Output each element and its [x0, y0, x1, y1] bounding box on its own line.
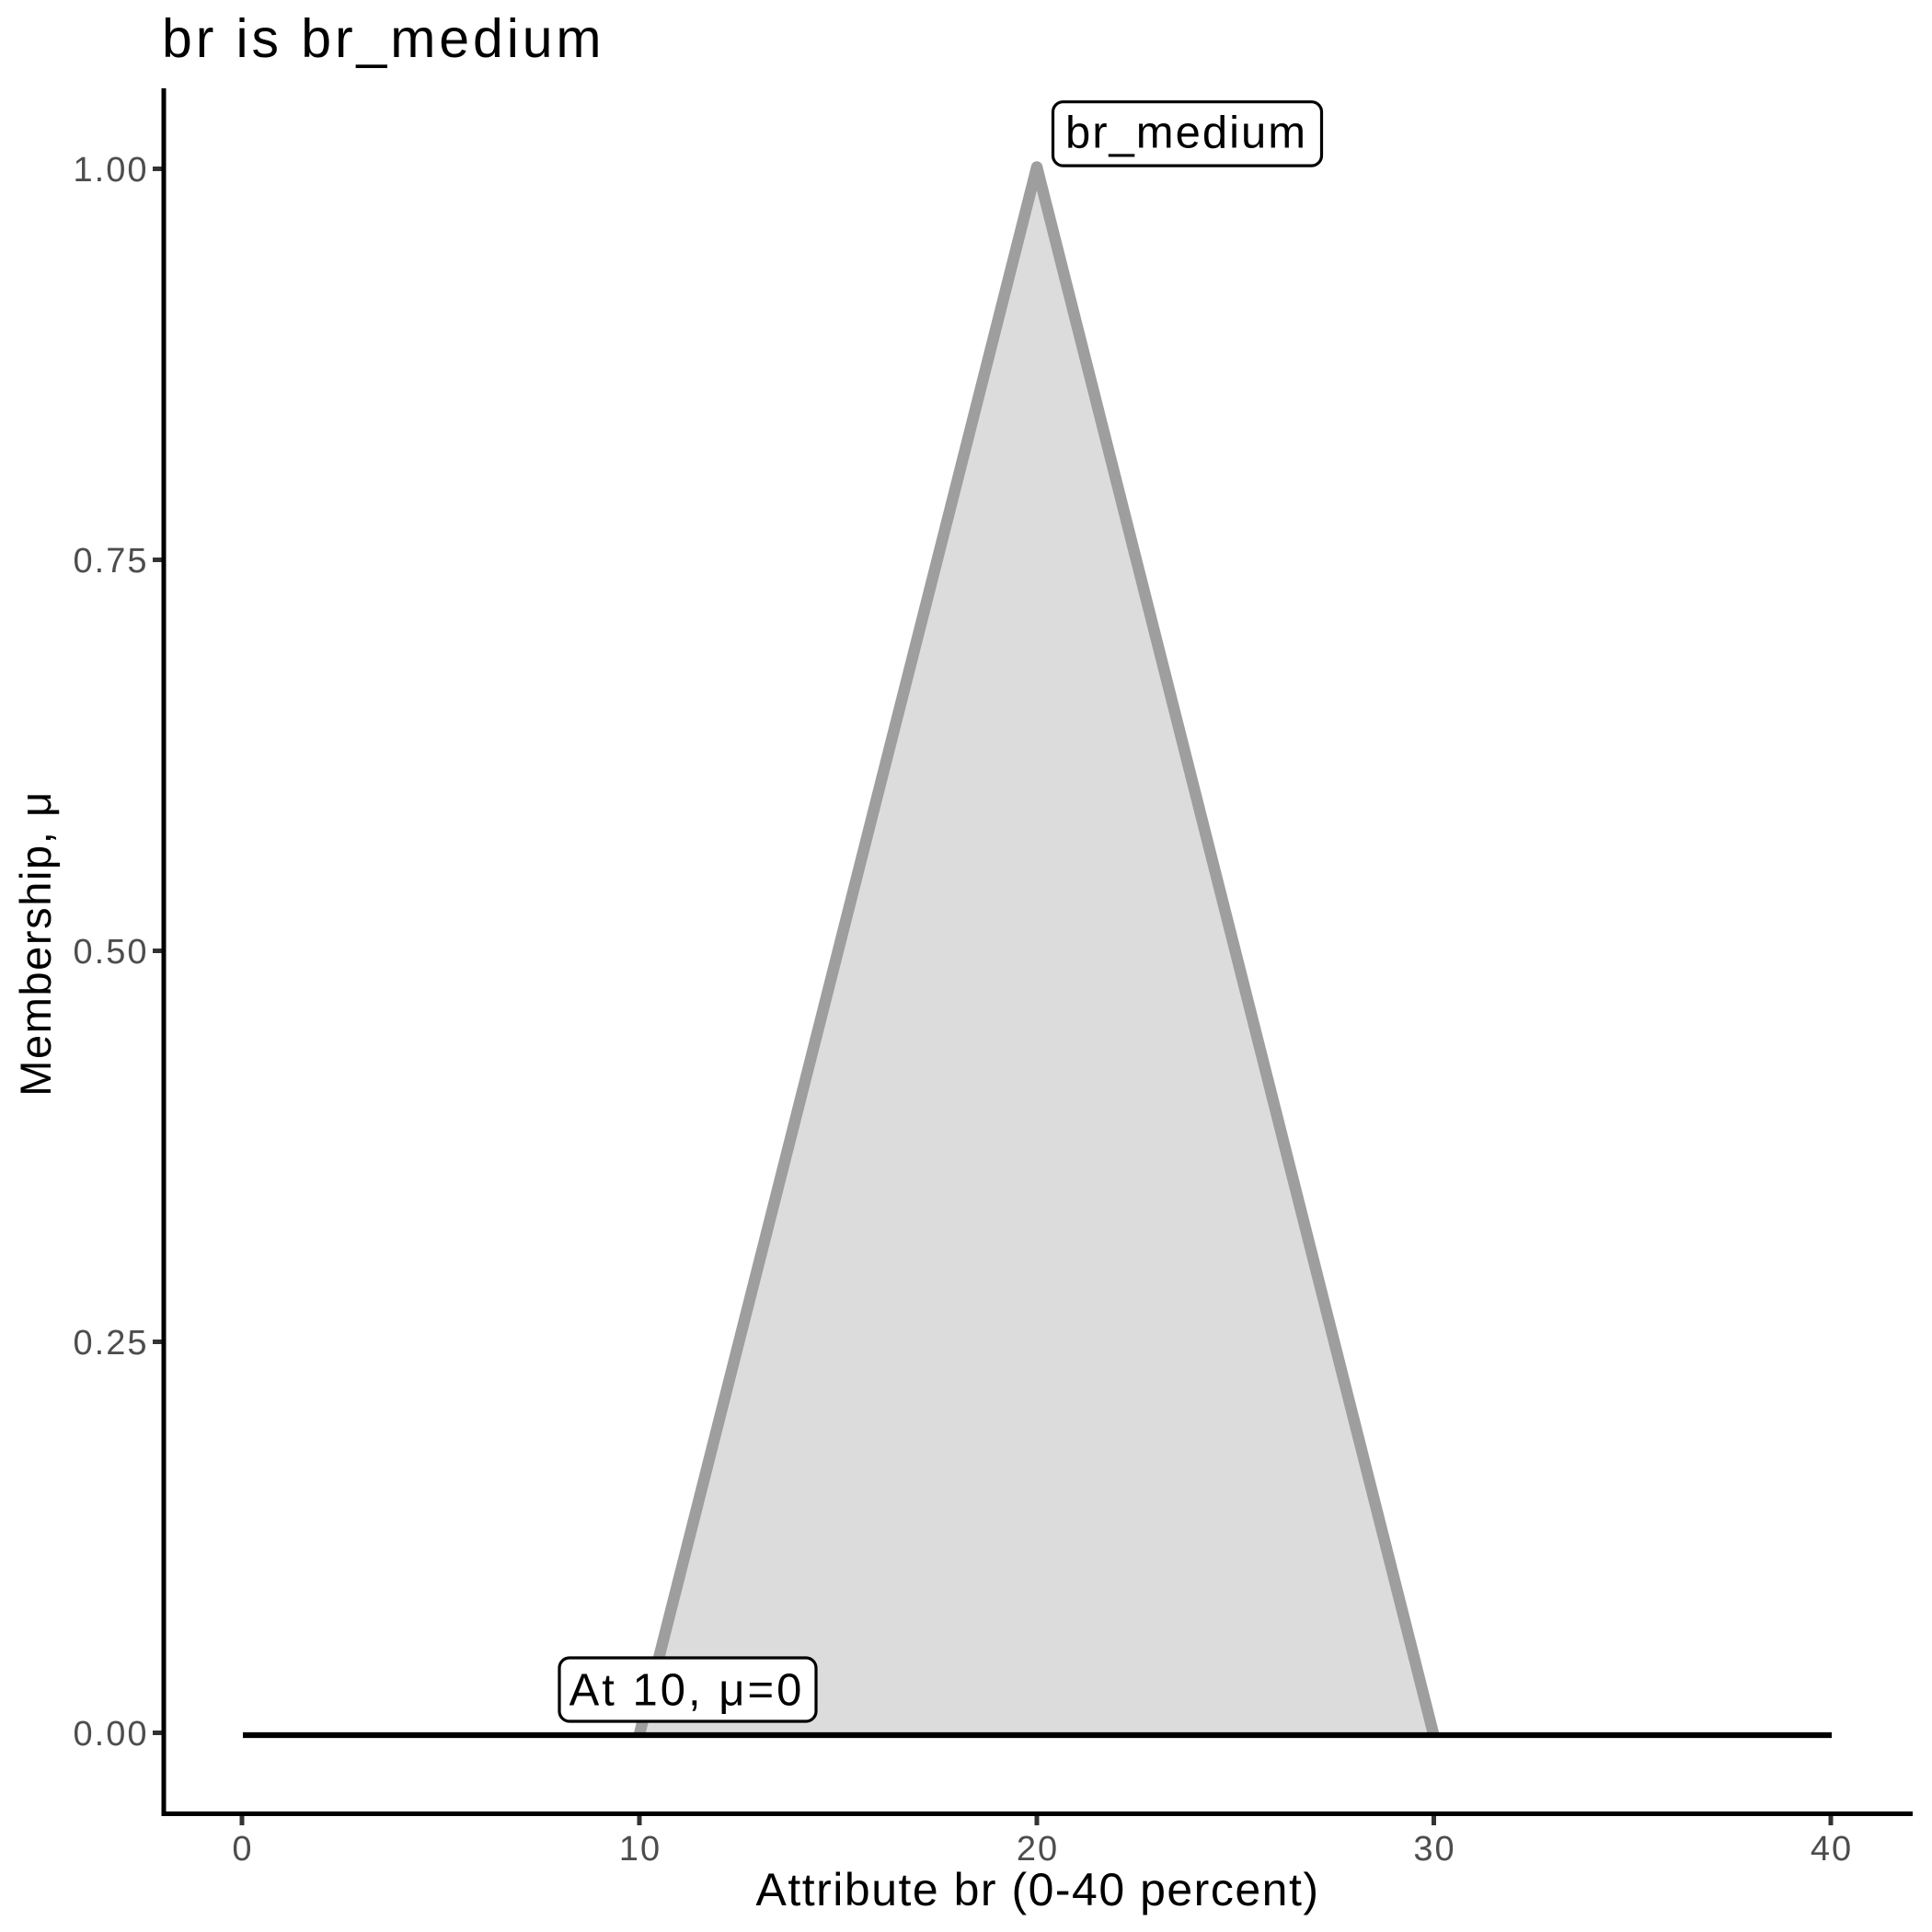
svg-text:br_medium: br_medium [1065, 108, 1307, 157]
svg-text:30: 30 [1413, 1830, 1455, 1869]
svg-text:1.00: 1.00 [74, 151, 149, 190]
svg-text:0.50: 0.50 [74, 933, 149, 972]
svg-text:At 10, μ=0: At 10, μ=0 [569, 1666, 805, 1716]
svg-text:Membership, μ: Membership, μ [11, 790, 60, 1097]
svg-text:0.75: 0.75 [74, 542, 149, 581]
svg-text:40: 40 [1811, 1830, 1853, 1869]
svg-text:0.00: 0.00 [74, 1715, 149, 1754]
svg-text:0.25: 0.25 [74, 1324, 149, 1363]
svg-text:10: 10 [619, 1830, 661, 1869]
svg-text:Attribute br (0-40 percent): Attribute br (0-40 percent) [756, 1864, 1320, 1915]
svg-text:br is br_medium: br is br_medium [162, 8, 604, 69]
svg-text:20: 20 [1017, 1830, 1059, 1869]
svg-text:0: 0 [232, 1830, 253, 1869]
